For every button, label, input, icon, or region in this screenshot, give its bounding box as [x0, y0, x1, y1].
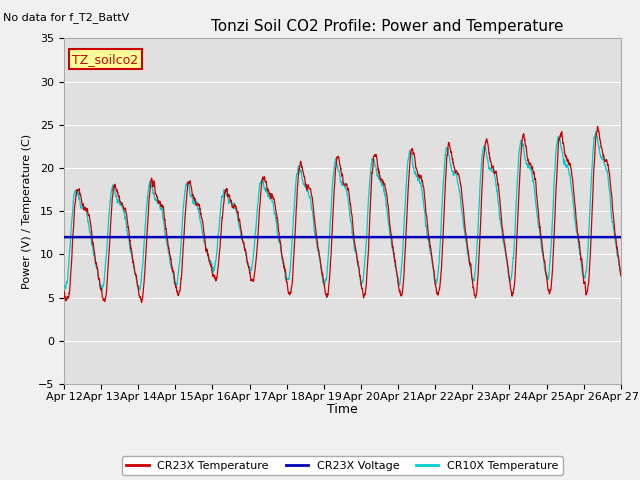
- Text: No data for f_T2_BattV: No data for f_T2_BattV: [3, 12, 129, 23]
- X-axis label: Time: Time: [327, 403, 358, 416]
- Y-axis label: Power (V) / Temperature (C): Power (V) / Temperature (C): [22, 133, 33, 289]
- Legend: CR23X Temperature, CR23X Voltage, CR10X Temperature: CR23X Temperature, CR23X Voltage, CR10X …: [122, 456, 563, 475]
- Title: Tonzi Soil CO2 Profile: Power and Temperature: Tonzi Soil CO2 Profile: Power and Temper…: [211, 20, 563, 35]
- Text: TZ_soilco2: TZ_soilco2: [72, 53, 138, 66]
